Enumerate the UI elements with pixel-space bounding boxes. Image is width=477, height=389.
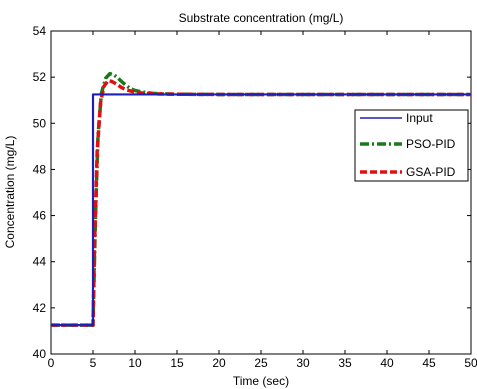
- y-tick-label: 40: [33, 347, 47, 361]
- y-tick-label: 44: [33, 255, 47, 269]
- x-tick-label: 10: [128, 356, 142, 370]
- x-tick-label: 0: [48, 356, 55, 370]
- series-input: [51, 93, 471, 327]
- legend: Input PSO-PID GSA-PID: [354, 109, 469, 182]
- plot-area: [50, 30, 472, 355]
- legend-label-pso-pid: PSO-PID: [406, 137, 456, 151]
- y-tick-label: 46: [33, 209, 47, 223]
- legend-label-input: Input: [406, 111, 433, 125]
- x-axis-ticks: 0 5 10 15 20 25 30 35 40 45 50: [48, 31, 477, 370]
- y-tick-label: 48: [33, 162, 47, 176]
- x-tick-label: 45: [422, 356, 436, 370]
- y-axis-label: Concentration (mg/L): [3, 136, 17, 249]
- legend-label-gsa-pid: GSA-PID: [406, 165, 456, 179]
- x-tick-label: 30: [296, 356, 310, 370]
- series-layer: [51, 71, 471, 327]
- y-axis-ticks: 40 42 44 46 48 50 52 54: [33, 24, 471, 361]
- x-tick-label: 50: [464, 356, 477, 370]
- x-tick-label: 5: [90, 356, 97, 370]
- y-tick-label: 54: [33, 24, 47, 38]
- x-tick-label: 25: [254, 356, 268, 370]
- y-tick-label: 52: [33, 70, 47, 84]
- x-tick-label: 40: [380, 356, 394, 370]
- x-tick-label: 20: [212, 356, 226, 370]
- y-tick-label: 42: [33, 301, 47, 315]
- x-axis-label: Time (sec): [233, 374, 289, 388]
- x-tick-label: 15: [170, 356, 184, 370]
- chart-title: Substrate concentration (mg/L): [179, 11, 344, 25]
- x-tick-label: 35: [338, 356, 352, 370]
- y-tick-label: 50: [33, 116, 47, 130]
